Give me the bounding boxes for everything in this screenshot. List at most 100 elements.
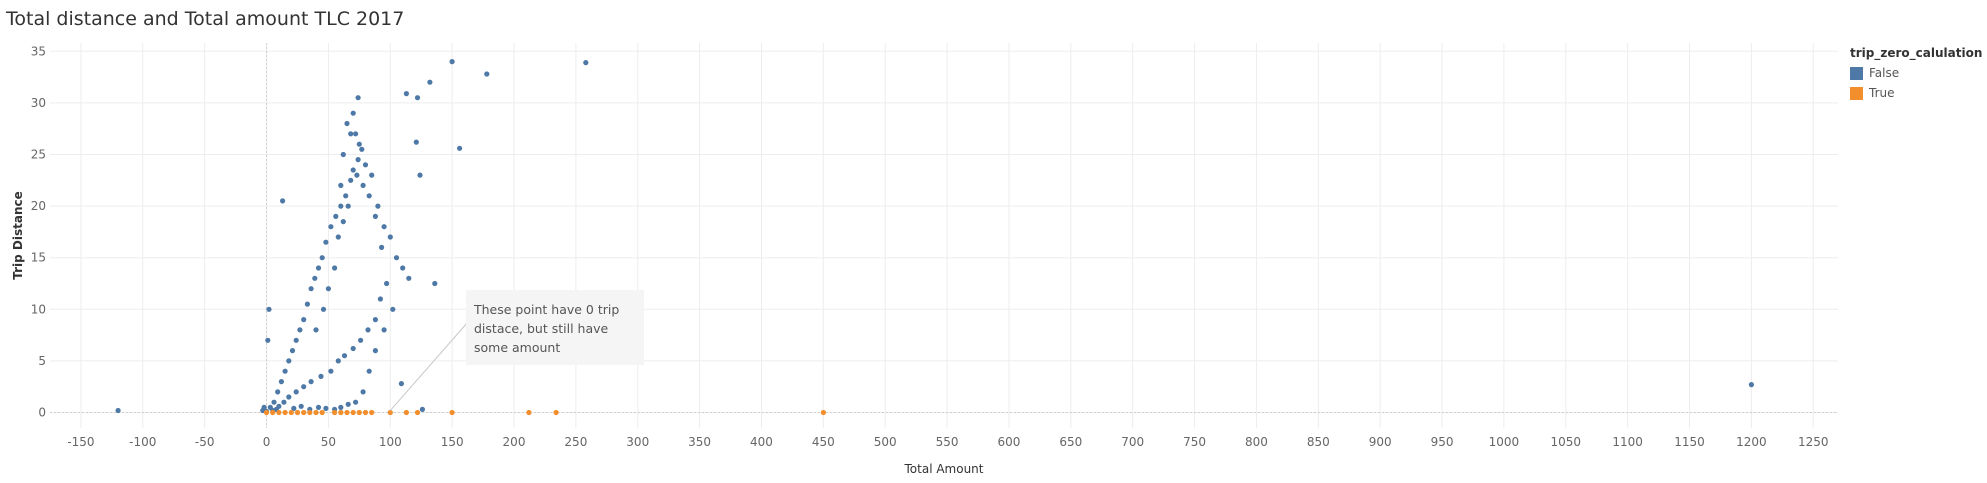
data-point-false[interactable] [387, 234, 393, 240]
data-point-false[interactable] [358, 337, 364, 343]
data-point-false[interactable] [301, 384, 307, 390]
data-point-true[interactable] [294, 409, 301, 416]
data-point-true[interactable] [369, 409, 375, 416]
data-point-false[interactable] [369, 172, 375, 178]
data-point-false[interactable] [335, 358, 341, 364]
data-point-false[interactable] [449, 59, 455, 65]
data-point-false[interactable] [338, 203, 344, 209]
data-point-true[interactable] [403, 409, 409, 416]
data-point-false[interactable] [365, 327, 371, 333]
data-point-false[interactable] [328, 224, 334, 230]
data-point-false[interactable] [308, 379, 314, 385]
data-point-false[interactable] [406, 275, 412, 281]
data-point-true[interactable] [553, 409, 559, 416]
data-point-true[interactable] [313, 409, 319, 416]
data-point-false[interactable] [457, 145, 463, 151]
data-point-false[interactable] [328, 368, 334, 374]
data-point-false[interactable] [413, 139, 419, 145]
data-point-false[interactable] [115, 407, 121, 414]
data-point-false[interactable] [360, 389, 366, 395]
data-point-false[interactable] [338, 404, 344, 410]
data-point-false[interactable] [333, 213, 339, 219]
data-point-false[interactable] [340, 219, 346, 225]
data-point-false[interactable] [356, 141, 362, 147]
data-point-false[interactable] [343, 193, 349, 199]
data-point-true[interactable] [362, 409, 369, 416]
data-point-false[interactable] [381, 224, 387, 230]
data-point-false[interactable] [286, 358, 292, 364]
data-point-false[interactable] [271, 399, 277, 405]
data-point-false[interactable] [390, 306, 396, 312]
data-point-false[interactable] [393, 255, 400, 261]
data-point-false[interactable] [293, 389, 299, 395]
data-point-false[interactable] [362, 162, 369, 168]
data-point-true[interactable] [270, 409, 276, 416]
data-point-false[interactable] [278, 379, 284, 385]
data-point-true[interactable] [344, 409, 350, 416]
data-point-false[interactable] [344, 120, 350, 127]
data-point-false[interactable] [320, 306, 327, 312]
data-point-false[interactable] [350, 345, 356, 352]
data-point-false[interactable] [276, 403, 282, 409]
data-point-true[interactable] [820, 409, 827, 416]
data-point-false[interactable] [319, 255, 325, 261]
data-point-false[interactable] [281, 399, 287, 405]
data-point-false[interactable] [348, 131, 354, 137]
data-point-true[interactable] [319, 409, 325, 416]
data-point-false[interactable] [312, 275, 318, 281]
data-point-true[interactable] [307, 409, 313, 416]
data-point-false[interactable] [375, 203, 381, 209]
data-point-false[interactable] [354, 172, 360, 178]
data-point-false[interactable] [381, 327, 387, 333]
data-point-false[interactable] [345, 401, 351, 407]
data-point-false[interactable] [384, 280, 390, 287]
data-point-false[interactable] [315, 404, 322, 410]
data-point-true[interactable] [276, 409, 282, 416]
data-point-false[interactable] [355, 95, 361, 101]
data-point-false[interactable] [366, 193, 372, 199]
data-point-true[interactable] [282, 409, 288, 416]
data-point-true[interactable] [387, 409, 393, 416]
data-point-true[interactable] [526, 409, 532, 416]
data-point-false[interactable] [318, 373, 324, 379]
data-point-false[interactable] [377, 296, 383, 302]
data-point-true[interactable] [350, 409, 356, 416]
data-point-true[interactable] [332, 409, 338, 416]
data-point-false[interactable] [345, 203, 351, 209]
data-point-false[interactable] [301, 317, 307, 323]
data-point-false[interactable] [419, 406, 425, 412]
data-point-false[interactable] [293, 337, 299, 343]
data-point-false[interactable] [340, 151, 346, 158]
data-point-false[interactable] [275, 389, 281, 395]
data-point-false[interactable] [323, 239, 329, 245]
data-point-false[interactable] [335, 234, 341, 240]
data-point-false[interactable] [414, 95, 421, 101]
data-point-false[interactable] [1748, 382, 1754, 388]
data-point-false[interactable] [427, 79, 433, 85]
data-point-false[interactable] [348, 177, 354, 183]
data-point-false[interactable] [355, 157, 361, 163]
data-point-false[interactable] [350, 167, 356, 173]
data-point-false[interactable] [266, 306, 272, 312]
data-point-false[interactable] [379, 244, 385, 250]
data-point-false[interactable] [291, 405, 297, 411]
data-point-false[interactable] [304, 301, 310, 307]
data-point-false[interactable] [400, 265, 406, 271]
data-point-false[interactable] [325, 286, 331, 292]
data-point-false[interactable] [297, 327, 303, 333]
data-point-false[interactable] [583, 60, 589, 66]
data-point-true[interactable] [338, 409, 344, 416]
data-point-false[interactable] [267, 404, 273, 410]
data-point-false[interactable] [282, 368, 288, 374]
data-point-false[interactable] [332, 265, 338, 271]
data-point-false[interactable] [366, 368, 372, 374]
data-point-false[interactable] [265, 337, 271, 343]
data-point-false[interactable] [360, 182, 366, 188]
data-point-true[interactable] [414, 409, 421, 416]
data-point-false[interactable] [353, 131, 359, 137]
data-point-false[interactable] [308, 286, 314, 292]
data-point-false[interactable] [298, 403, 304, 409]
data-point-false[interactable] [315, 265, 322, 271]
data-point-false[interactable] [372, 213, 378, 219]
data-point-false[interactable] [484, 71, 490, 77]
